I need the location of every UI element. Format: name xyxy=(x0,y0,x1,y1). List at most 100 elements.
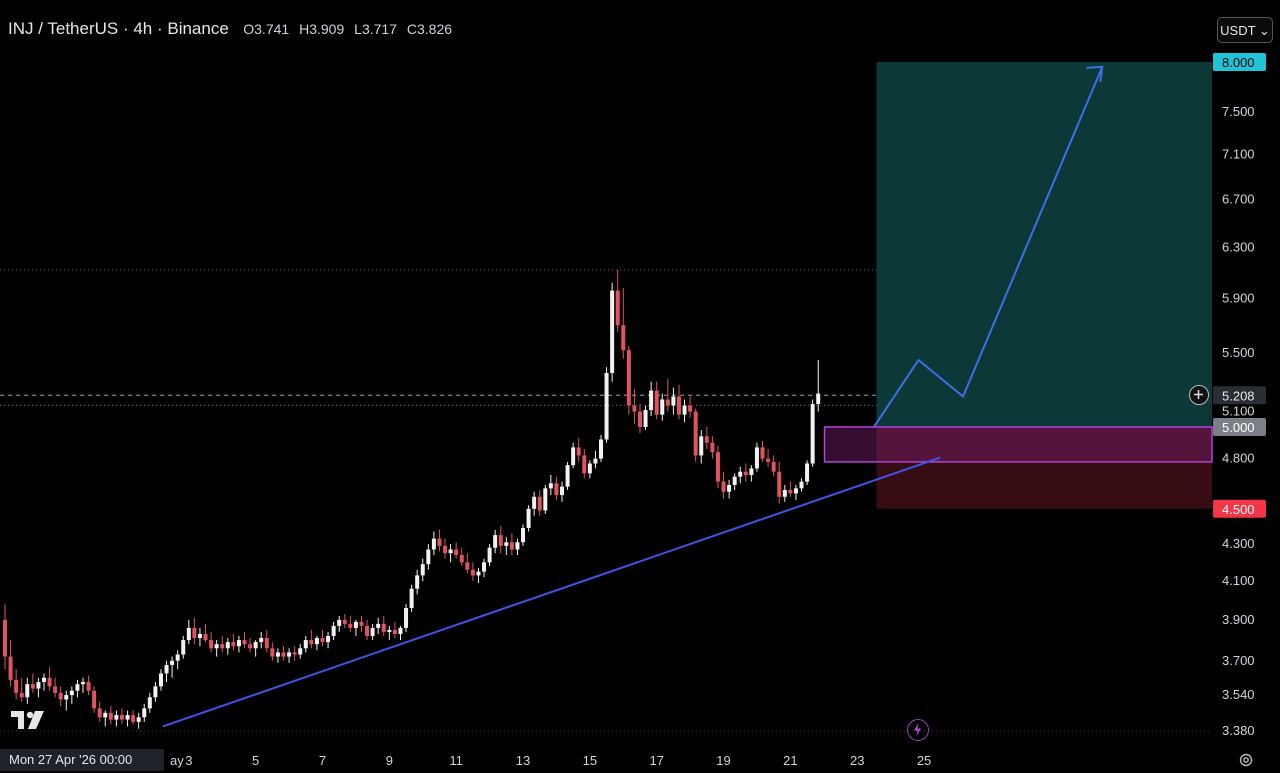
candle-body xyxy=(526,508,531,528)
candle-body xyxy=(754,447,759,469)
candle-body xyxy=(220,644,225,649)
candle-body xyxy=(192,627,197,639)
candle-body xyxy=(25,684,30,698)
candle-body xyxy=(303,640,308,649)
time-tick-label: 23 xyxy=(850,753,864,768)
candle-body xyxy=(153,686,158,698)
low-label: L xyxy=(354,21,362,37)
candle-body xyxy=(482,562,487,572)
candle-body xyxy=(119,715,124,720)
candle-body xyxy=(320,638,325,643)
target-price-badge-bg xyxy=(1213,53,1266,71)
candle-body xyxy=(688,405,693,412)
candle-body xyxy=(671,396,676,406)
candle-body xyxy=(337,619,342,626)
high-value: 3.909 xyxy=(309,21,345,37)
candle-body xyxy=(370,627,375,636)
candle-body xyxy=(398,627,403,634)
candle-body xyxy=(816,393,821,405)
target-zone xyxy=(876,62,1212,427)
candle-body xyxy=(777,471,782,497)
flash-icon[interactable] xyxy=(907,719,929,741)
candle-body xyxy=(420,564,425,576)
candle-body xyxy=(593,458,598,464)
candle-body xyxy=(676,396,681,415)
candle-body xyxy=(236,640,241,647)
crosshair-date-label: Mon 27 Apr '26 00:00 xyxy=(0,749,164,771)
price-tick-label: 5.100 xyxy=(1222,404,1255,419)
candle-body xyxy=(376,623,381,628)
candle-body xyxy=(470,569,475,576)
candle-body xyxy=(521,527,526,543)
candle-body xyxy=(621,325,626,351)
candle-body xyxy=(665,399,670,406)
time-tick-label: 7 xyxy=(319,753,326,768)
settings-gear-icon[interactable] xyxy=(1238,752,1254,768)
candle-body xyxy=(498,535,503,546)
candle-body xyxy=(365,625,370,636)
symbol-title[interactable]: INJ / TetherUS · 4h · Binance xyxy=(8,19,229,38)
add-alert-icon[interactable] xyxy=(1189,385,1209,405)
candle-body xyxy=(197,633,202,639)
candle-body xyxy=(114,715,119,720)
price-tick-label: 5.500 xyxy=(1222,345,1255,360)
candle-body xyxy=(554,483,559,496)
candle-body xyxy=(103,712,108,718)
time-tick-label: 17 xyxy=(649,753,663,768)
candle-body xyxy=(509,542,514,550)
time-tick-label: ay xyxy=(170,753,184,768)
candle-body xyxy=(353,621,358,628)
candle-body xyxy=(309,640,314,645)
candle-body xyxy=(331,625,336,636)
candle-body xyxy=(610,290,615,373)
price-tick-label: 7.100 xyxy=(1222,147,1255,162)
candle-body xyxy=(142,708,147,718)
candle-body xyxy=(699,436,704,456)
candle-body xyxy=(404,608,409,628)
candle-body xyxy=(147,697,152,709)
time-tick-label: 25 xyxy=(917,753,931,768)
candle-body xyxy=(253,642,258,649)
candle-body xyxy=(615,290,620,326)
close-value: 3.826 xyxy=(417,21,453,37)
candle-body xyxy=(97,708,102,718)
candle-body xyxy=(704,436,709,443)
candle-body xyxy=(86,682,91,691)
tradingview-logo-icon[interactable] xyxy=(11,711,45,734)
high-label: H xyxy=(299,21,310,37)
candle-body xyxy=(75,684,80,691)
candle-body xyxy=(381,623,386,632)
candle-body xyxy=(749,468,754,476)
candle-body xyxy=(487,547,492,563)
candle-body xyxy=(14,679,19,693)
candle-body xyxy=(637,411,642,427)
candle-body xyxy=(738,471,743,477)
candle-body xyxy=(64,695,69,700)
candle-body xyxy=(80,682,85,685)
candle-body xyxy=(409,588,414,609)
candle-body xyxy=(275,652,280,657)
entry-price-badge-bg xyxy=(1213,417,1266,436)
candle-body xyxy=(431,538,436,550)
entry-zone-box xyxy=(823,426,1213,463)
price-tick-label: 3.540 xyxy=(1222,687,1255,702)
price-tick-label: 4.300 xyxy=(1222,536,1255,551)
open-value: 3.741 xyxy=(254,21,290,37)
candle-body xyxy=(626,350,631,406)
candle-body xyxy=(125,715,130,720)
time-tick-label: 5 xyxy=(252,753,259,768)
current-price-badge: 5.208 xyxy=(1222,388,1255,403)
currency-selector[interactable]: USDT ⌄ xyxy=(1217,17,1273,43)
stop-price-badge-bg xyxy=(1213,499,1266,518)
candle-body xyxy=(209,640,214,649)
candle-body xyxy=(69,690,74,696)
candle-body xyxy=(537,496,542,511)
candle-body xyxy=(264,638,269,649)
candle-body xyxy=(793,488,798,494)
price-tick-label: 6.300 xyxy=(1222,239,1255,254)
candle-body xyxy=(53,686,58,693)
candle-body xyxy=(682,405,687,415)
symbol-header: INJ / TetherUS · 4h · Binance O3.741 H3.… xyxy=(8,19,452,41)
candle-body xyxy=(548,483,553,489)
